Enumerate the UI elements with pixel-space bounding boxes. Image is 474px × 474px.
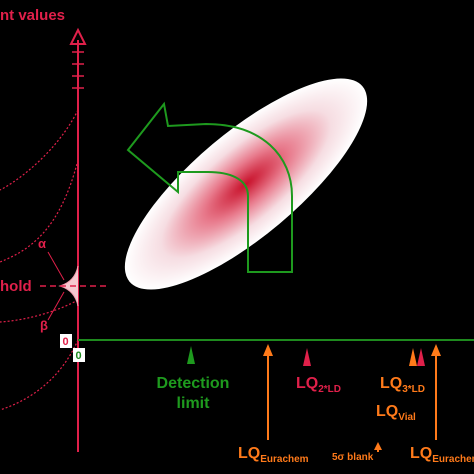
upper-distribution-curve-2 [0, 159, 79, 263]
detection-limit-label-line1: Detection [157, 375, 230, 392]
lower-distribution-curve [0, 299, 79, 323]
lq-vial-marker [409, 348, 417, 366]
detection-limit-label-line2: limit [177, 395, 211, 412]
five-sigma-blank-label: 5σ blank [332, 452, 374, 463]
beta-pointer [47, 291, 65, 321]
y-axis-title: nt values [0, 7, 65, 24]
origin-x-box [73, 348, 85, 362]
upper-distribution-curve [0, 109, 79, 191]
y-axis-ticks [72, 51, 84, 89]
curved-arrow-icon [126, 101, 293, 273]
lq-3ld-label: LQ3*LD [380, 375, 425, 395]
confidence-ellipse [124, 78, 368, 290]
lq-eurachem-arrowhead-icon [263, 344, 273, 356]
lq-eurachem2-label: LQEurachem [410, 445, 474, 465]
beta-label: β [40, 318, 48, 333]
alpha-pointer [47, 251, 65, 281]
origin-x-label: 0 [76, 350, 82, 362]
lq-eurachem2-arrowhead-icon [431, 344, 441, 356]
alpha-label: α [38, 236, 46, 251]
lq-2ld-marker [303, 348, 311, 366]
origin-y-box [60, 334, 72, 348]
five-sigma-arrowhead-icon [374, 442, 382, 450]
lower-distribution-curve-2 [0, 339, 79, 411]
lq-2ld-label: LQ2*LD [296, 375, 341, 395]
lq-vial-label: LQVial [376, 403, 416, 423]
detection-limit-marker [187, 346, 195, 364]
lq-eurachem-label: LQEurachem [238, 445, 309, 465]
origin-y-label: 0 [63, 336, 69, 348]
lq-3ld-marker [417, 348, 425, 366]
y-axis-arrow-icon [69, 27, 87, 45]
threshold-label: hold [0, 278, 32, 295]
